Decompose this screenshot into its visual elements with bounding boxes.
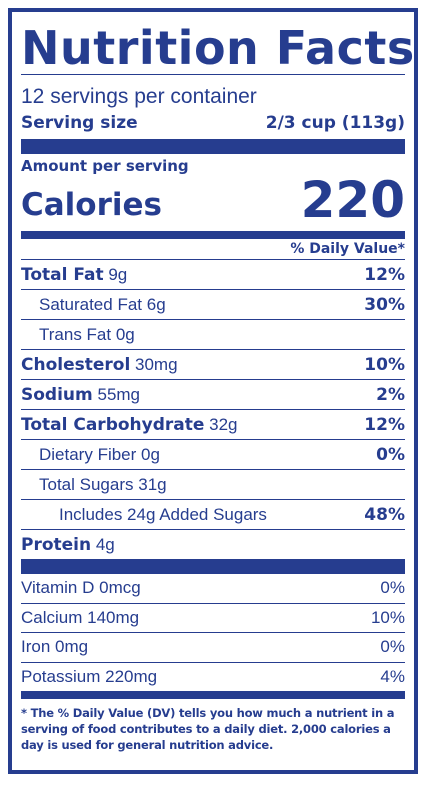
vitamin-name: Vitamin D <box>21 578 95 598</box>
nutrient-dv: 48% <box>364 504 405 525</box>
nutrient-amount: 0g <box>141 444 160 464</box>
vitamin-row-vitamin-d: Vitamin D 0mcg 0% <box>21 574 405 603</box>
footnote-text: tells you how much a nutrient in a servi… <box>21 706 395 752</box>
nutrient-name: Cholesterol <box>21 354 131 375</box>
nutrient-amount: 0g <box>115 324 135 344</box>
nutrient-name: Total Sugars <box>39 474 134 494</box>
nutrient-row-protein: Protein 4g <box>21 529 405 559</box>
nutrient-row-added-sugars: Includes 24g Added Sugars 48% <box>21 499 405 529</box>
vitamin-name: Potassium <box>21 666 101 686</box>
daily-value-header: % Daily Value* <box>290 241 405 257</box>
nutrient-row-total-sugars: Total Sugars 31g <box>21 469 405 499</box>
vitamin-row-potassium: Potassium 220mg 4% <box>21 661 405 692</box>
nutrient-name: Dietary Fiber <box>39 444 137 464</box>
nutrient-amount: 30mg <box>135 354 178 374</box>
vitamin-name: Calcium <box>21 607 83 627</box>
nutrient-row-total-carbohydrate: Total Carbohydrate 32g 12% <box>21 409 405 439</box>
calories-value: 220 <box>300 171 405 229</box>
serving-size-value: 2/3 cup (113g) <box>265 113 405 133</box>
medium-divider <box>21 231 405 239</box>
vitamin-amount: 0mg <box>55 637 89 657</box>
label-title: Nutrition Facts <box>21 21 415 75</box>
vitamin-dv: 0% <box>380 578 405 598</box>
nutrient-amount: 32g <box>209 414 238 434</box>
nutrient-dv: 12% <box>364 264 405 285</box>
nutrient-dv: 12% <box>364 414 405 435</box>
nutrient-name: Trans Fat <box>39 324 112 344</box>
nutrient-row-sodium: Sodium 55mg 2% <box>21 379 405 409</box>
nutrient-amount: 4g <box>95 534 115 554</box>
medium-divider <box>21 691 405 699</box>
divider <box>21 74 405 75</box>
vitamin-name: Iron <box>21 637 51 657</box>
nutrient-amount: 55mg <box>97 384 141 404</box>
nutrient-dv: 0% <box>376 444 405 465</box>
nutrition-facts-label: Nutrition Facts 12 servings per containe… <box>8 8 418 774</box>
nutrient-dv: 30% <box>364 294 405 315</box>
nutrient-row-saturated-fat: Saturated Fat 6g 30% <box>21 289 405 319</box>
nutrient-name: Sodium <box>21 384 93 405</box>
vitamin-dv: 10% <box>370 607 405 627</box>
nutrient-name: Includes 24g Added Sugars <box>59 504 267 524</box>
nutrient-amount: 31g <box>138 474 167 494</box>
nutrient-amount: 9g <box>108 264 128 284</box>
calories-label: Calories <box>21 187 162 223</box>
calories-row: Calories 220 <box>21 175 405 225</box>
vitamin-row-iron: Iron 0mg 0% <box>21 632 405 662</box>
footnote-emphasis: * The % Daily Value (DV) <box>21 706 176 720</box>
serving-size-label: Serving size <box>21 113 138 133</box>
vitamins-section: Vitamin D 0mcg 0% Calcium 140mg 10% Iron… <box>21 574 405 691</box>
footnote: * The % Daily Value (DV) tells you how m… <box>21 705 405 753</box>
serving-size-row: Serving size 2/3 cup (113g) <box>21 111 405 135</box>
servings-per-container: 12 servings per container <box>21 85 257 108</box>
nutrient-name: Protein <box>21 534 92 555</box>
nutrient-name: Total Fat <box>21 264 104 285</box>
nutrient-name: Total Carbohydrate <box>21 414 205 435</box>
vitamin-dv: 4% <box>380 666 405 686</box>
nutrient-dv: 2% <box>376 384 405 405</box>
nutrient-amount: 6g <box>146 294 166 314</box>
thick-divider <box>21 559 405 574</box>
vitamin-amount: 0mcg <box>99 578 141 598</box>
thick-divider <box>21 139 405 154</box>
nutrient-row-dietary-fiber: Dietary Fiber 0g 0% <box>21 439 405 469</box>
vitamin-row-calcium: Calcium 140mg 10% <box>21 602 405 633</box>
nutrient-dv: 10% <box>364 354 405 375</box>
amount-per-serving: Amount per serving <box>21 157 189 175</box>
vitamin-amount: 140mg <box>87 607 140 627</box>
vitamin-dv: 0% <box>380 637 405 657</box>
nutrient-name: Saturated Fat <box>39 294 143 314</box>
nutrient-row-trans-fat: Trans Fat 0g <box>21 319 405 349</box>
nutrient-row-cholesterol: Cholesterol 30mg 10% <box>21 349 405 379</box>
vitamin-amount: 220mg <box>105 666 158 686</box>
nutrient-row-total-fat: Total Fat 9g 12% <box>21 259 405 289</box>
